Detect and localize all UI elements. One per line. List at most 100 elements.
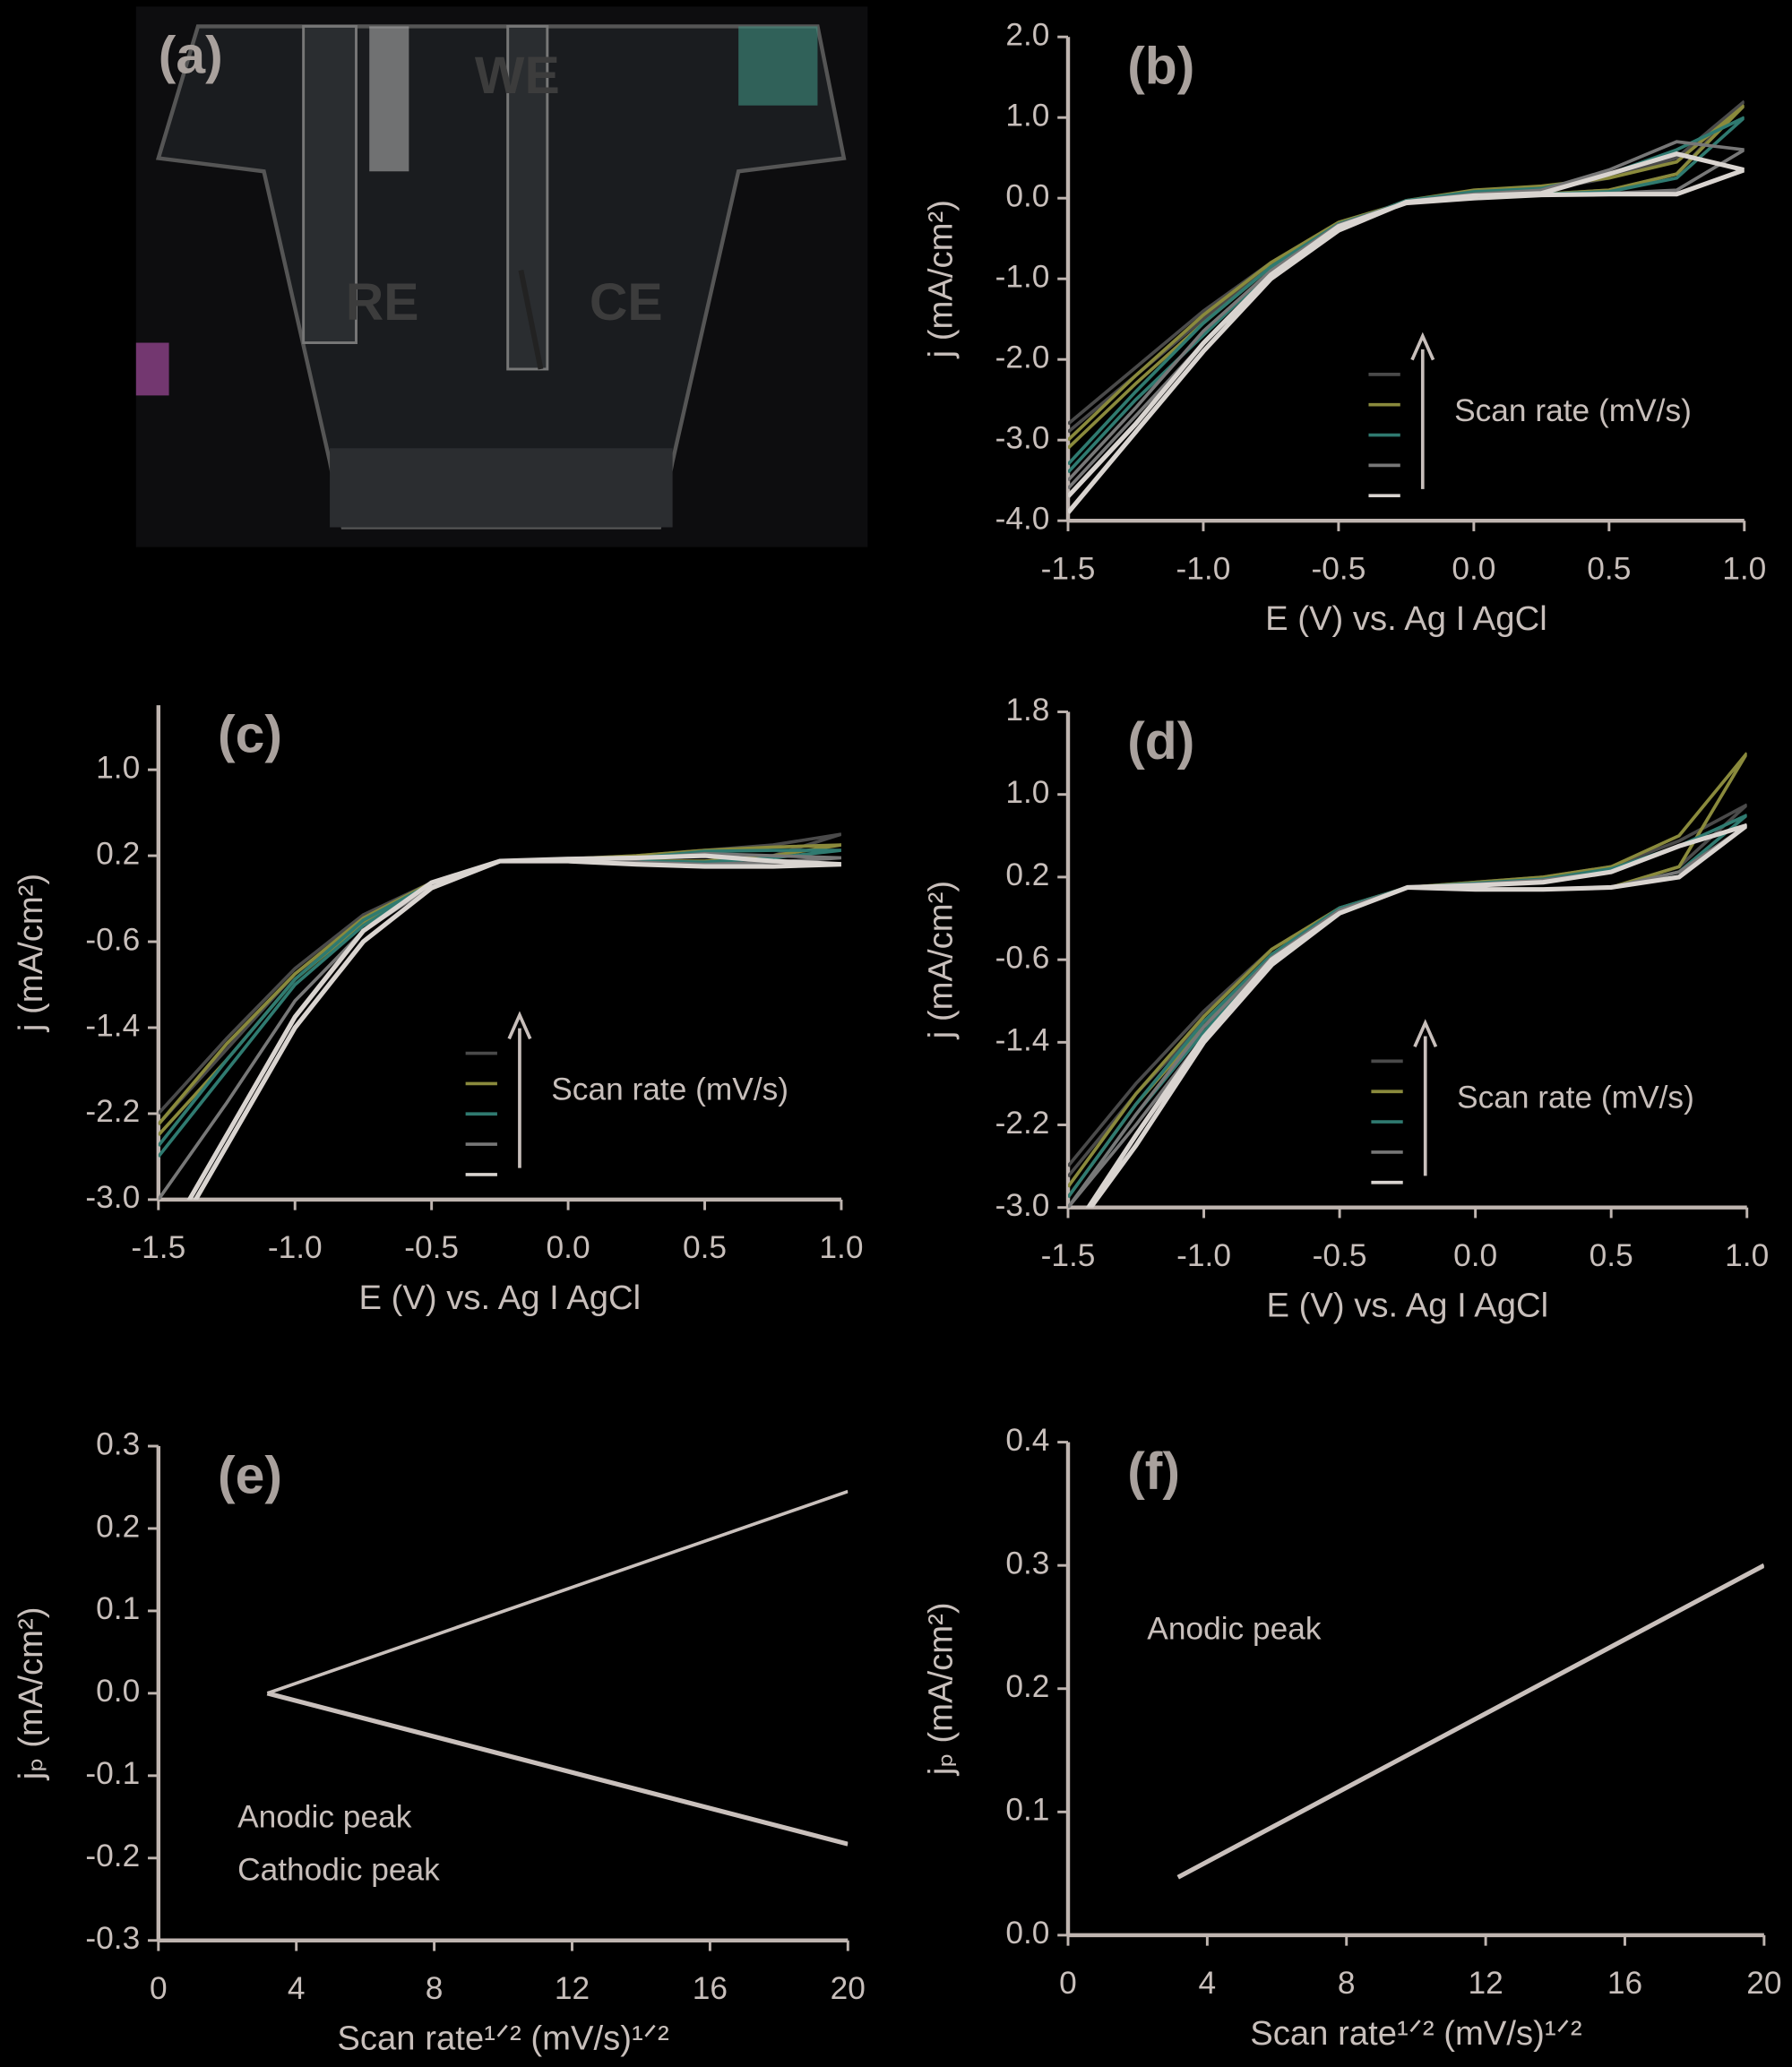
chart-panel: -3.0 -2.2 -1.4 -0.6 0.2 1.0 1.8 -1.5 -1.0 -0.5 0.0… <box>921 693 1769 1325</box>
y-tick-label: 0.1 <box>96 1591 140 1626</box>
arrow-head <box>507 1011 532 1040</box>
x-axis-title: Scan rate¹ᐟ² (mV/s)¹ᐟ² <box>1250 2014 1582 2053</box>
chart-panel: -4.0 -3.0 -2.0 -1.0 0.0 1.0 2.0 -1.5 -1.0 -0.5 0.0… <box>921 18 1766 639</box>
y-tick-label: 0.4 <box>1005 1423 1049 1458</box>
y-tick-label: -1.0 <box>995 260 1050 295</box>
data-line <box>158 848 841 1158</box>
x-tick-label: 12 <box>1468 1966 1503 2001</box>
y-tick-label: -3.0 <box>995 1188 1050 1223</box>
x-tick-label: 0.0 <box>547 1230 590 1265</box>
x-tick-label: 16 <box>1607 1966 1642 2001</box>
x-tick-label: 4 <box>288 1971 306 2006</box>
solution <box>330 448 673 528</box>
data-line <box>186 853 841 1200</box>
x-tick-label: 0 <box>150 1971 168 2006</box>
panel-label: (f) <box>1127 1443 1180 1501</box>
legend-label: Anodic peak <box>1147 1611 1322 1646</box>
x-tick-label: 8 <box>426 1971 444 2006</box>
chart-panel: -0.3 -0.2 -0.1 0.0 0.1 0.2 0.3 0 4 8 12 16 20 (e) Scan… <box>12 1426 866 2057</box>
y-tick-label: -2.2 <box>85 1094 140 1129</box>
chart-panel: -3.0 -2.2 -1.4 -0.6 0.2 1.0 -1.5 -1.0 -0.5 0.0 0.5… <box>12 705 863 1317</box>
x-tick-label: -1.5 <box>1041 1238 1096 1273</box>
y-tick-label: 0.2 <box>1005 1669 1049 1704</box>
y-tick-label: -3.0 <box>995 420 1050 455</box>
electrode-label: WE <box>475 47 560 105</box>
panel-label: (c) <box>218 705 282 763</box>
x-tick-label: 20 <box>831 1971 866 2006</box>
x-tick-label: -0.5 <box>1312 551 1366 586</box>
electrode <box>369 26 409 172</box>
x-tick-label: -1.5 <box>1041 551 1096 586</box>
y-tick-label: 0.1 <box>1005 1793 1049 1828</box>
y-axis-title: jₚ (mA/cm²) <box>921 1602 960 1776</box>
data-line <box>1176 1563 1764 1880</box>
data-line <box>1085 822 1747 1208</box>
data-line <box>1068 752 1747 1199</box>
y-tick-label: -0.6 <box>85 922 140 957</box>
chart-panel: 0.0 0.1 0.2 0.3 0.4 0 4 8 12 16 20 (f) Scan rate¹ᐟ² … <box>921 1423 1781 2053</box>
x-tick-label: 16 <box>693 1971 728 2006</box>
x-axis-title: E (V) vs. Ag I AgCl <box>1267 1287 1549 1325</box>
y-tick-label: 0.0 <box>1005 179 1049 214</box>
panel-label: (d) <box>1127 712 1194 771</box>
legend-label: Anodic peak <box>237 1800 412 1835</box>
x-tick-label: -1.0 <box>1176 551 1231 586</box>
y-tick-label: 1.0 <box>96 750 140 785</box>
x-tick-label: 8 <box>1338 1966 1356 2001</box>
panel-label: (a) <box>159 27 223 85</box>
data-line <box>1068 151 1745 514</box>
y-axis-title: j (mA/cm²) <box>921 881 960 1039</box>
x-tick-label: 0.0 <box>1453 1238 1497 1273</box>
photo-panel: (a) WE RE CE <box>135 6 868 547</box>
y-tick-label: 0.0 <box>96 1674 140 1709</box>
data-line <box>266 1691 849 1847</box>
arrow-head <box>1410 332 1435 361</box>
y-axis-title: jₚ (mA/cm²) <box>12 1607 50 1781</box>
x-tick-label: 0.5 <box>1590 1238 1633 1273</box>
x-tick-label: 1.0 <box>1722 551 1766 586</box>
y-tick-label: 2.0 <box>1005 18 1049 53</box>
x-tick-label: 0.5 <box>1587 551 1631 586</box>
y-tick-label: 1.0 <box>1005 775 1049 810</box>
y-tick-label: -2.2 <box>995 1106 1050 1141</box>
x-axis-title: E (V) vs. Ag I AgCl <box>359 1279 642 1317</box>
y-axis-title: j (mA/cm²) <box>12 874 50 1032</box>
x-tick-label: 1.0 <box>1725 1238 1769 1273</box>
electrode <box>302 24 358 345</box>
reflection <box>135 342 169 396</box>
x-tick-label: -0.5 <box>404 1230 459 1265</box>
y-tick-label: -0.1 <box>85 1756 140 1791</box>
electrode-label: CE <box>590 273 663 332</box>
y-tick-label: 0.2 <box>96 1509 140 1544</box>
y-tick-label: -1.4 <box>85 1008 140 1043</box>
x-tick-label: -1.5 <box>131 1230 185 1265</box>
y-tick-label: -0.2 <box>85 1839 140 1873</box>
electrode-label: RE <box>346 273 419 332</box>
y-tick-label: 0.2 <box>96 836 140 871</box>
annotation: Scan rate (mV/s) <box>551 1072 788 1107</box>
arrow-head <box>1413 1019 1438 1047</box>
reflection <box>738 26 818 106</box>
x-axis-title: Scan rate¹ᐟ² (mV/s)¹ᐟ² <box>337 2020 669 2058</box>
y-tick-label: -4.0 <box>995 501 1050 536</box>
x-tick-label: 0.5 <box>683 1230 727 1265</box>
y-tick-label: -3.0 <box>85 1180 140 1215</box>
y-tick-label: -0.3 <box>85 1921 140 1956</box>
x-tick-label: -1.0 <box>1176 1238 1231 1273</box>
x-tick-label: 0.0 <box>1452 551 1495 586</box>
y-tick-label: 0.3 <box>1005 1546 1049 1580</box>
y-tick-label: 1.0 <box>1005 99 1049 133</box>
y-tick-label: 1.8 <box>1005 693 1049 728</box>
x-tick-label: 0 <box>1059 1966 1077 2001</box>
x-tick-label: -0.5 <box>1313 1238 1367 1273</box>
annotation: Scan rate (mV/s) <box>1454 393 1692 428</box>
data-line <box>266 1489 849 1695</box>
pointer <box>518 270 544 370</box>
y-tick-label: -1.4 <box>995 1023 1050 1058</box>
x-tick-label: -1.0 <box>268 1230 323 1265</box>
legend-label: Cathodic peak <box>237 1853 440 1888</box>
x-tick-label: 4 <box>1199 1966 1217 2001</box>
y-tick-label: 0.2 <box>1005 857 1049 892</box>
